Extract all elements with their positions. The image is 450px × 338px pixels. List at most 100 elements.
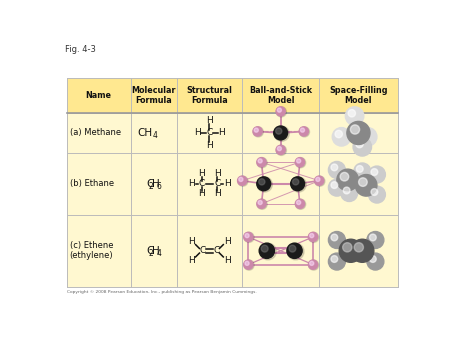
Ellipse shape	[276, 107, 287, 117]
Circle shape	[295, 199, 305, 209]
Circle shape	[257, 177, 270, 191]
Circle shape	[335, 130, 342, 138]
Text: H: H	[224, 256, 230, 265]
Circle shape	[253, 127, 262, 136]
Text: H: H	[214, 169, 220, 178]
Text: H: H	[224, 237, 230, 246]
Ellipse shape	[315, 176, 325, 186]
Text: H: H	[152, 179, 160, 189]
Circle shape	[369, 186, 385, 203]
Ellipse shape	[238, 176, 248, 186]
Text: H: H	[214, 189, 220, 198]
Circle shape	[297, 200, 301, 204]
Circle shape	[371, 189, 378, 195]
Circle shape	[369, 256, 376, 262]
FancyBboxPatch shape	[67, 77, 398, 113]
Circle shape	[351, 125, 360, 134]
Circle shape	[289, 245, 296, 252]
Text: H: H	[218, 128, 225, 138]
Circle shape	[276, 145, 285, 154]
Circle shape	[339, 239, 362, 262]
Text: Fig. 4-3: Fig. 4-3	[65, 45, 96, 54]
Circle shape	[369, 234, 376, 241]
Text: C: C	[213, 246, 220, 255]
Circle shape	[287, 243, 302, 258]
Ellipse shape	[244, 260, 254, 270]
Circle shape	[316, 177, 320, 182]
Circle shape	[277, 108, 281, 112]
Circle shape	[258, 159, 262, 163]
Text: H: H	[198, 169, 205, 178]
Circle shape	[367, 253, 384, 270]
Circle shape	[345, 107, 364, 125]
Circle shape	[347, 121, 370, 145]
Text: Molecular
Formula: Molecular Formula	[131, 86, 176, 105]
Circle shape	[259, 243, 274, 258]
Circle shape	[259, 179, 265, 185]
Text: (b) Ethane: (b) Ethane	[70, 179, 114, 188]
Circle shape	[354, 243, 364, 252]
Circle shape	[361, 130, 369, 138]
Text: H: H	[194, 128, 201, 138]
Circle shape	[275, 128, 282, 134]
Circle shape	[342, 243, 352, 252]
Text: (c) Ethene
(ethylene): (c) Ethene (ethylene)	[70, 241, 113, 261]
Circle shape	[310, 261, 314, 265]
Circle shape	[310, 234, 314, 238]
Circle shape	[244, 232, 253, 242]
Circle shape	[343, 187, 350, 194]
Circle shape	[354, 163, 371, 180]
Text: H: H	[224, 179, 230, 188]
Text: H: H	[198, 189, 205, 198]
Circle shape	[245, 234, 249, 238]
Circle shape	[356, 174, 377, 196]
Circle shape	[359, 178, 367, 186]
Circle shape	[328, 253, 345, 270]
Ellipse shape	[257, 199, 267, 209]
Circle shape	[371, 169, 378, 175]
Circle shape	[277, 147, 281, 151]
Text: C: C	[146, 179, 153, 189]
Text: C: C	[146, 246, 153, 256]
Circle shape	[258, 200, 262, 204]
Text: H: H	[189, 256, 195, 265]
Circle shape	[295, 158, 305, 167]
Text: H: H	[206, 141, 213, 150]
Circle shape	[315, 176, 324, 185]
Ellipse shape	[244, 232, 254, 242]
Circle shape	[292, 179, 299, 185]
Circle shape	[328, 179, 345, 196]
Text: Name: Name	[86, 91, 112, 100]
Ellipse shape	[257, 177, 272, 192]
Circle shape	[244, 260, 253, 269]
Ellipse shape	[257, 158, 267, 168]
Text: 2: 2	[148, 248, 153, 258]
Text: 2: 2	[148, 182, 153, 191]
Ellipse shape	[287, 243, 304, 260]
Ellipse shape	[299, 127, 310, 137]
Text: C: C	[214, 179, 220, 188]
Circle shape	[356, 140, 363, 148]
Text: H: H	[189, 237, 195, 246]
Circle shape	[239, 177, 243, 182]
Circle shape	[257, 199, 266, 209]
Circle shape	[353, 138, 372, 156]
Circle shape	[328, 232, 345, 248]
Text: Ball-and-Stick
Model: Ball-and-Stick Model	[249, 86, 312, 105]
Circle shape	[291, 177, 305, 191]
FancyBboxPatch shape	[67, 77, 398, 287]
Ellipse shape	[296, 158, 306, 168]
Text: 4: 4	[153, 131, 158, 140]
Text: H: H	[152, 246, 160, 256]
Text: H: H	[189, 179, 195, 188]
Text: Copyright © 2008 Pearson Education, Inc., publishing as Pearson Benjamin Cumming: Copyright © 2008 Pearson Education, Inc.…	[67, 290, 256, 294]
Ellipse shape	[276, 145, 287, 155]
Ellipse shape	[274, 126, 289, 141]
Text: CH: CH	[137, 128, 152, 138]
Circle shape	[331, 234, 338, 241]
Circle shape	[297, 159, 301, 163]
Text: Structural
Formula: Structural Formula	[186, 86, 232, 105]
Circle shape	[276, 107, 285, 116]
Circle shape	[359, 127, 377, 146]
Circle shape	[367, 232, 384, 248]
